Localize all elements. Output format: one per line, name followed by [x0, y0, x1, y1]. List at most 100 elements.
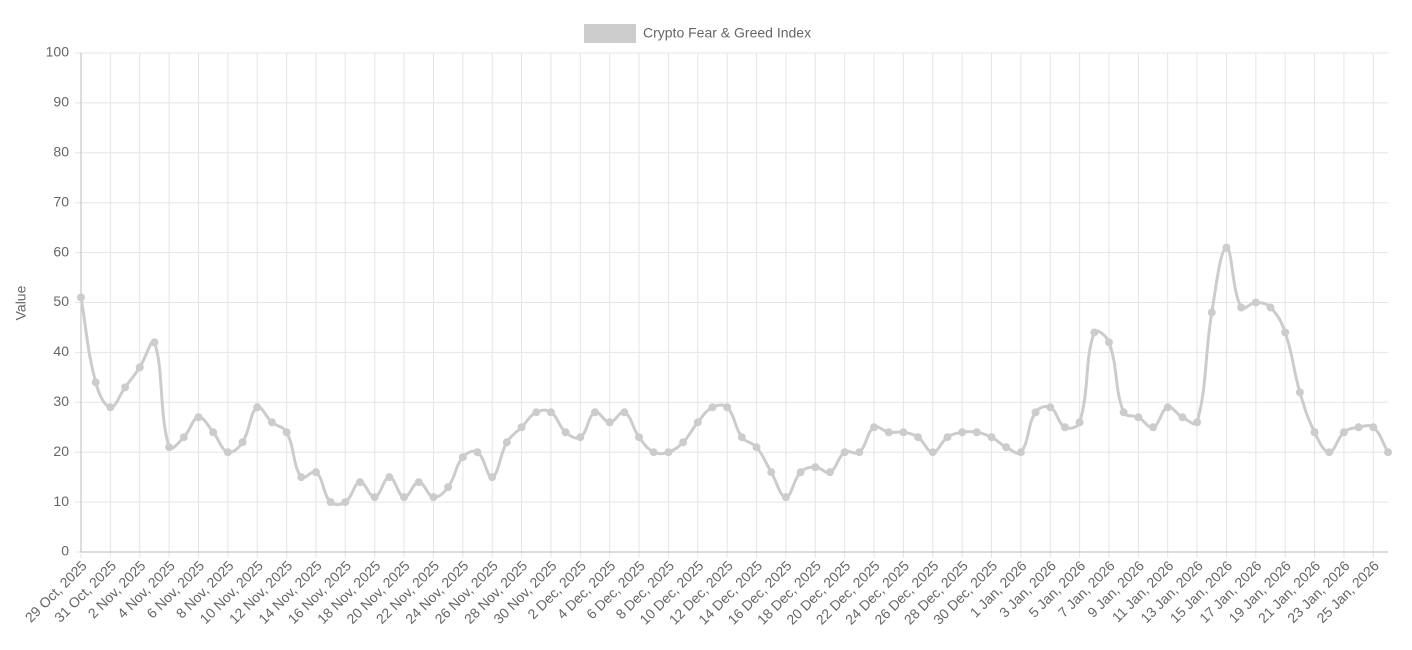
point [444, 483, 453, 492]
point [400, 493, 409, 502]
point [1384, 448, 1392, 457]
point [958, 428, 967, 437]
point [1222, 243, 1231, 252]
point [1251, 298, 1260, 307]
point [326, 498, 335, 507]
point [1060, 423, 1069, 432]
point [1016, 448, 1025, 457]
point [884, 428, 893, 437]
point [429, 493, 438, 502]
point [928, 448, 937, 457]
point [590, 408, 599, 417]
point [781, 493, 790, 502]
point [165, 443, 174, 452]
point [1281, 328, 1290, 337]
point [238, 438, 247, 447]
point [855, 448, 864, 457]
point [253, 403, 262, 412]
point [517, 423, 526, 432]
point [1002, 443, 1011, 452]
point [1119, 408, 1128, 417]
point [385, 473, 394, 482]
point [1075, 418, 1084, 427]
point [679, 438, 688, 447]
y-tick-label: 100 [46, 44, 70, 60]
point [1104, 338, 1113, 347]
point [223, 448, 232, 457]
point [664, 448, 673, 457]
point [914, 433, 923, 442]
point [899, 428, 908, 437]
point [179, 433, 188, 442]
point [767, 468, 776, 477]
point [150, 338, 159, 347]
point [987, 433, 996, 442]
y-tick-label: 50 [53, 293, 69, 309]
point [106, 403, 115, 412]
point [796, 468, 805, 477]
point [414, 478, 423, 487]
point [1193, 418, 1202, 427]
point [370, 493, 379, 502]
point [1134, 413, 1143, 422]
y-tick-label: 30 [53, 393, 69, 409]
point [1237, 303, 1246, 312]
point [194, 413, 203, 422]
point [311, 468, 320, 477]
point [546, 408, 555, 417]
point [297, 473, 306, 482]
point [635, 433, 644, 442]
point [91, 378, 100, 387]
point [1090, 328, 1099, 337]
y-tick-label: 60 [53, 243, 69, 259]
point [502, 438, 511, 447]
point [723, 403, 732, 412]
y-tick-label: 20 [53, 443, 69, 459]
point [1354, 423, 1363, 432]
y-tick-label: 0 [61, 543, 69, 559]
point [77, 293, 85, 302]
point [1310, 428, 1319, 437]
legend-label[interactable]: Crypto Fear & Greed Index [643, 25, 811, 41]
point [737, 433, 746, 442]
y-tick-label: 90 [53, 94, 69, 110]
point [561, 428, 570, 437]
point [282, 428, 291, 437]
y-axis-title: Value [13, 285, 29, 320]
point [811, 463, 820, 472]
point [1266, 303, 1275, 312]
point [708, 403, 717, 412]
point [1046, 403, 1055, 412]
legend-swatch[interactable] [584, 24, 636, 43]
point [473, 448, 482, 457]
point [1031, 408, 1040, 417]
y-tick-label: 10 [53, 493, 69, 509]
point [458, 453, 467, 462]
point [972, 428, 981, 437]
point [605, 418, 614, 427]
point [1325, 448, 1334, 457]
point [1178, 413, 1187, 422]
point [752, 443, 761, 452]
point [341, 498, 350, 507]
y-tick-label: 70 [53, 193, 69, 209]
point [135, 363, 144, 372]
point [488, 473, 497, 482]
point [825, 468, 834, 477]
point [1163, 403, 1172, 412]
point [1207, 308, 1216, 317]
point [532, 408, 541, 417]
point [267, 418, 276, 427]
point [209, 428, 218, 437]
point [1149, 423, 1158, 432]
point [840, 448, 849, 457]
point [1295, 388, 1304, 397]
point [576, 433, 585, 442]
point [121, 383, 130, 392]
point [943, 433, 952, 442]
point [1369, 423, 1378, 432]
point [870, 423, 879, 432]
point [1339, 428, 1348, 437]
point [649, 448, 658, 457]
